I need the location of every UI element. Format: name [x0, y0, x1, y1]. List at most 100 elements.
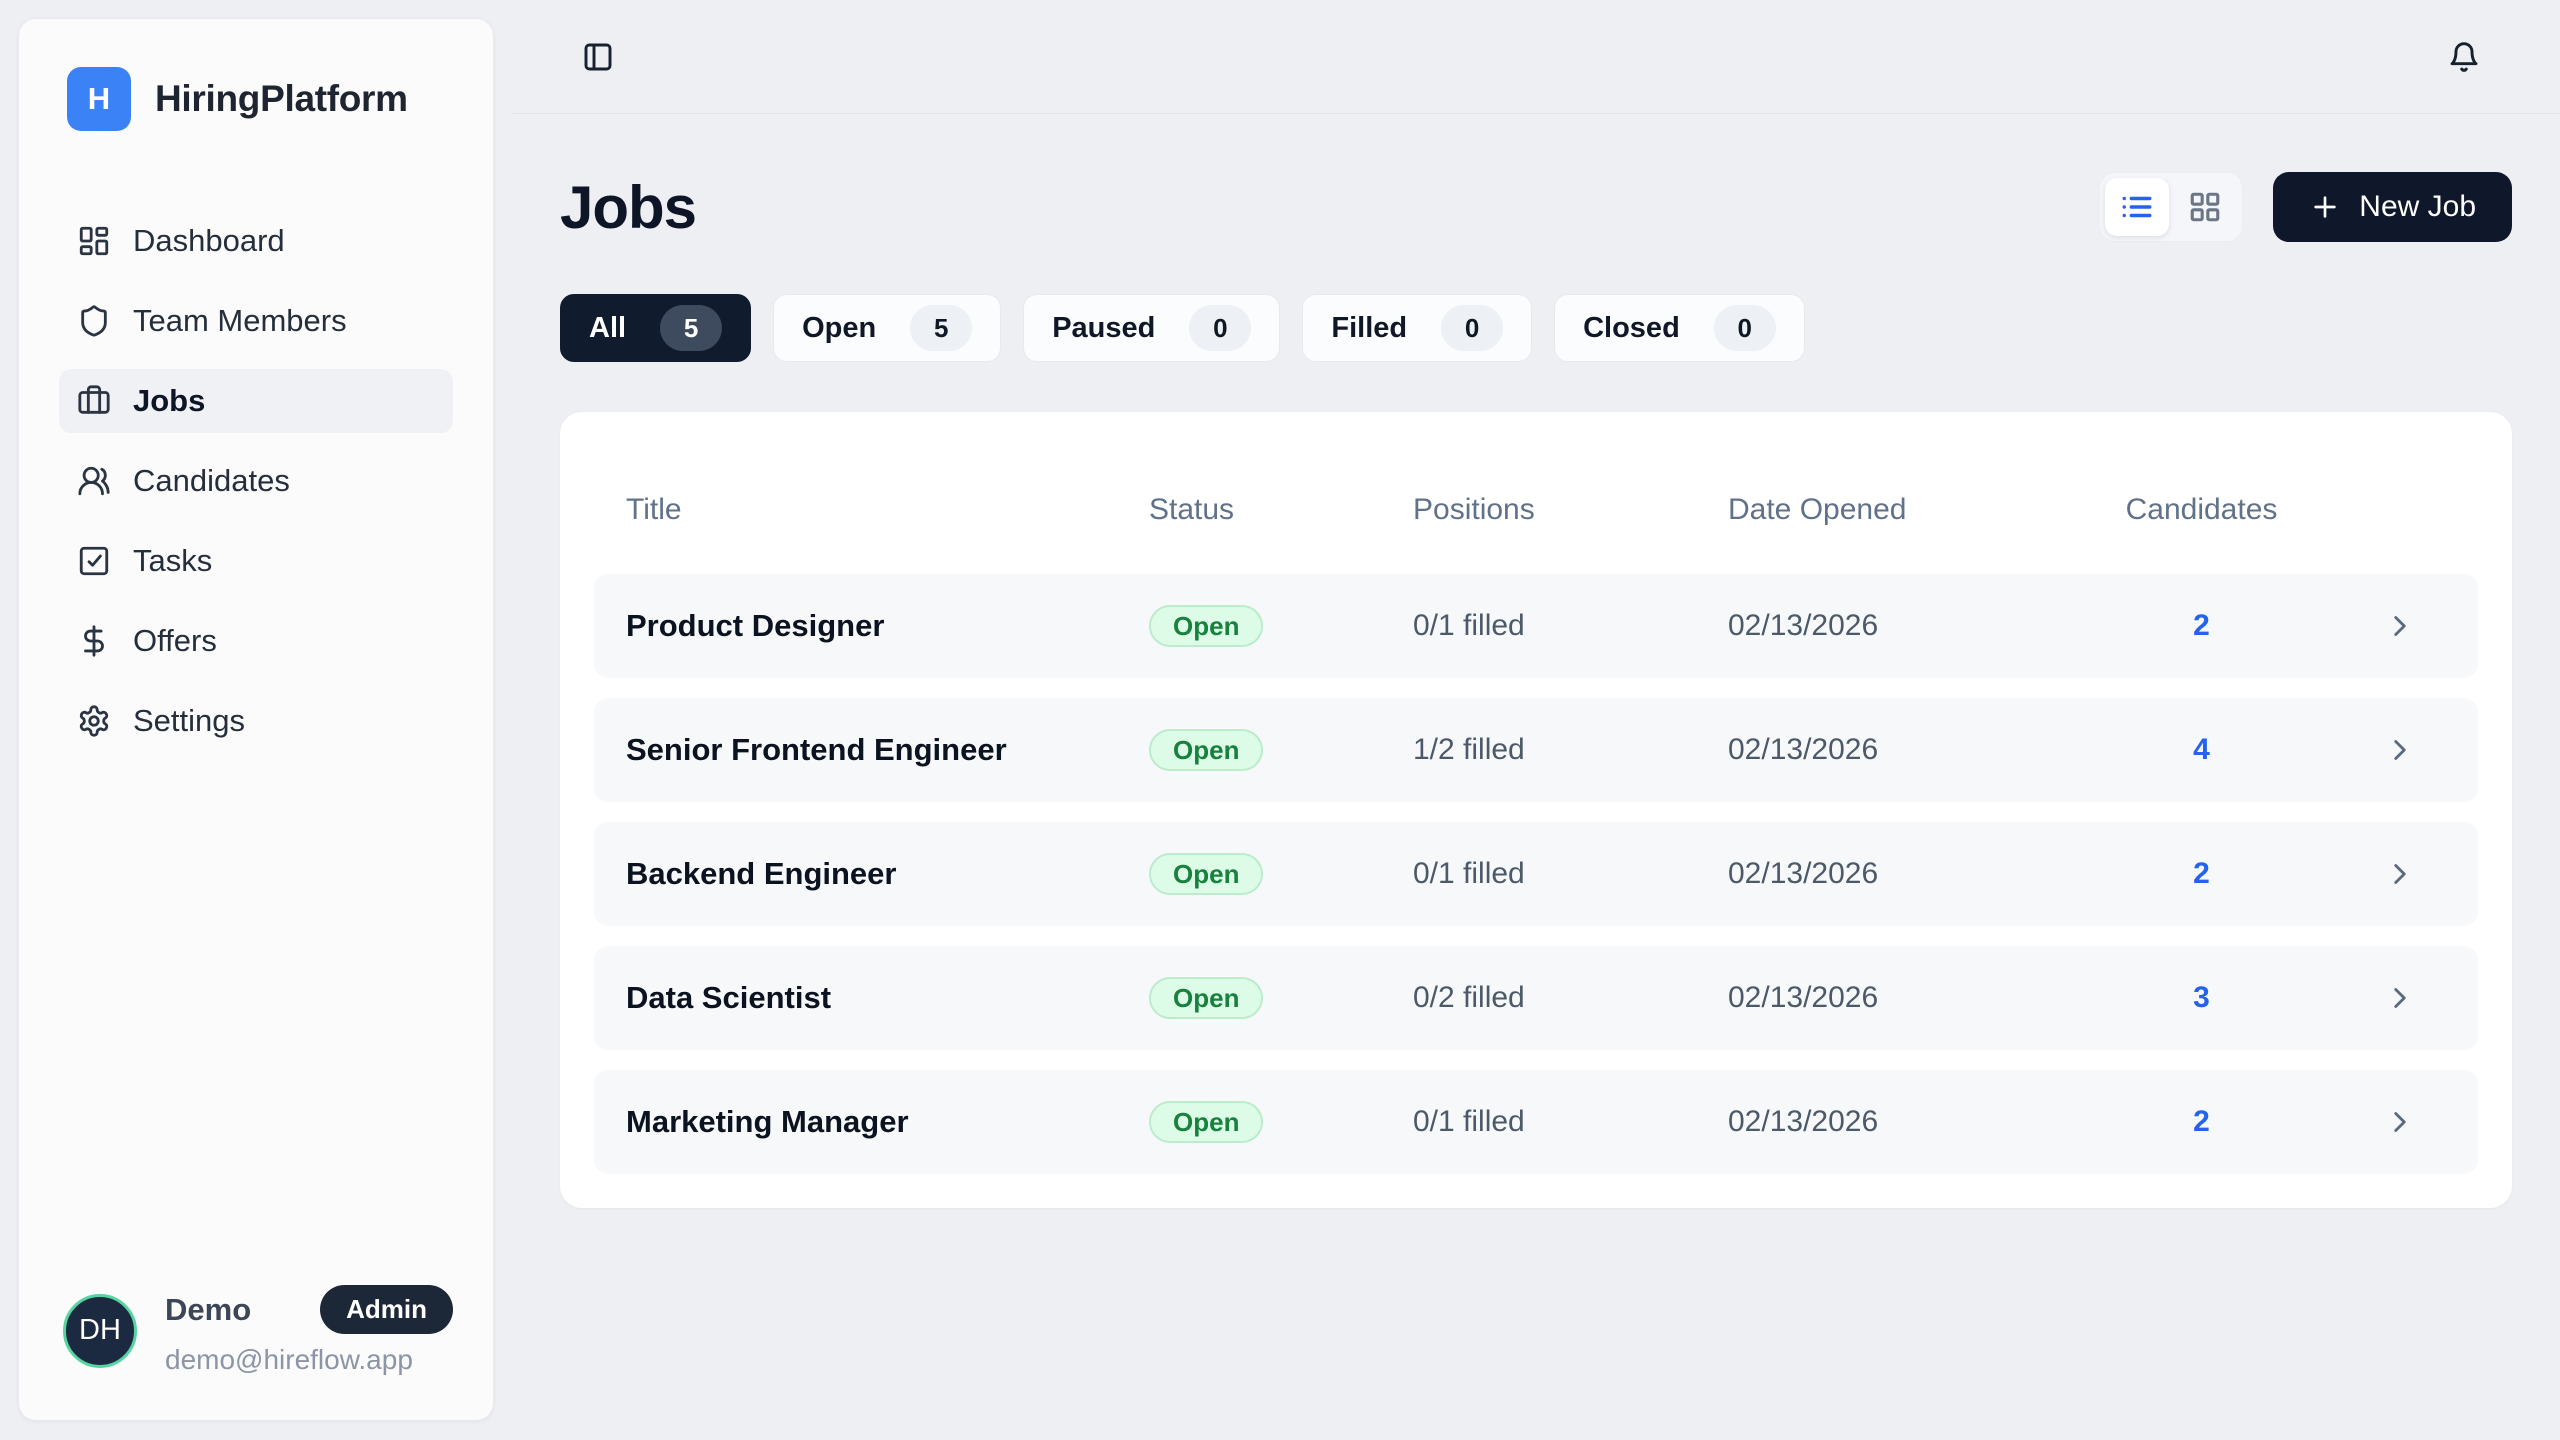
job-title: Data Scientist	[626, 980, 832, 1015]
user-name: Demo	[165, 1291, 252, 1327]
brand: H HiringPlatform	[59, 67, 453, 131]
filter-tab-filled[interactable]: Filled 0	[1302, 294, 1533, 362]
job-title: Marketing Manager	[626, 1104, 909, 1139]
positions-value: 0/1 filled	[1413, 857, 1525, 890]
grid-icon	[2188, 190, 2222, 224]
filter-count-badge: 5	[910, 305, 973, 351]
sidebar: H HiringPlatform Dashboard Team Members …	[18, 18, 494, 1421]
sidebar-item-label: Dashboard	[133, 223, 285, 258]
sidebar-item-label: Tasks	[133, 543, 213, 578]
table-row[interactable]: Data Scientist Open 0/2 filled 02/13/202…	[594, 946, 2478, 1050]
candidates-count-link[interactable]: 2	[2193, 609, 2210, 642]
sidebar-item-label: Jobs	[133, 383, 206, 418]
filter-tab-all[interactable]: All 5	[560, 294, 752, 362]
notifications-button[interactable]	[2442, 35, 2486, 79]
plus-icon	[2309, 191, 2341, 223]
brand-name: HiringPlatform	[155, 78, 408, 119]
candidates-count-link[interactable]: 2	[2193, 1105, 2210, 1138]
positions-value: 1/2 filled	[1413, 733, 1525, 766]
chevron-right-icon[interactable]	[2354, 609, 2446, 643]
briefcase-icon	[77, 384, 111, 418]
sidebar-item-dashboard[interactable]: Dashboard	[59, 209, 453, 273]
sidebar-item-jobs[interactable]: Jobs	[59, 369, 453, 433]
topbar	[512, 0, 2560, 114]
status-badge: Open	[1149, 1101, 1264, 1143]
filter-count-badge: 0	[1441, 305, 1504, 351]
positions-value: 0/1 filled	[1413, 609, 1525, 642]
table-row[interactable]: Marketing Manager Open 0/1 filled 02/13/…	[594, 1070, 2478, 1174]
status-badge: Open	[1149, 729, 1264, 771]
filter-label: Filled	[1331, 311, 1408, 344]
column-header-date-opened: Date Opened	[1728, 493, 1907, 526]
brand-logo: H	[67, 67, 131, 131]
list-icon	[2120, 190, 2154, 224]
avatar: DH	[63, 1293, 137, 1368]
column-header-status: Status	[1149, 493, 1235, 526]
main-area: Jobs	[512, 0, 2560, 1440]
bell-icon	[2448, 41, 2480, 73]
status-badge: Open	[1149, 605, 1264, 647]
filter-label: All	[589, 311, 627, 344]
date-opened-value: 02/13/2026	[1728, 733, 1879, 766]
panel-left-icon	[582, 41, 614, 73]
date-opened-value: 02/13/2026	[1728, 609, 1879, 642]
new-job-button[interactable]: New Job	[2273, 172, 2512, 242]
filter-label: Open	[802, 311, 877, 344]
sidebar-item-label: Offers	[133, 623, 217, 658]
job-title: Backend Engineer	[626, 856, 897, 891]
user-box[interactable]: DH Demo Admin demo@hireflow.app	[59, 1285, 453, 1376]
positions-value: 0/1 filled	[1413, 1105, 1525, 1138]
gear-icon	[77, 704, 111, 738]
job-title: Senior Frontend Engineer	[626, 732, 1007, 767]
sidebar-item-tasks[interactable]: Tasks	[59, 529, 453, 593]
table-row[interactable]: Product Designer Open 0/1 filled 02/13/2…	[594, 574, 2478, 678]
dollar-icon	[77, 624, 111, 658]
candidates-count-link[interactable]: 3	[2193, 981, 2210, 1014]
sidebar-item-team-members[interactable]: Team Members	[59, 289, 453, 353]
status-filter-tabs: All 5 Open 5 Paused 0 Filled 0 Closed 0	[560, 294, 2512, 362]
job-title: Product Designer	[626, 608, 885, 643]
filter-label: Paused	[1052, 311, 1156, 344]
chevron-right-icon[interactable]	[2354, 1105, 2446, 1139]
positions-value: 0/2 filled	[1413, 981, 1525, 1014]
filter-count-badge: 0	[1713, 305, 1776, 351]
dashboard-icon	[77, 224, 111, 258]
date-opened-value: 02/13/2026	[1728, 981, 1879, 1014]
sidebar-item-label: Team Members	[133, 303, 347, 338]
sidebar-item-offers[interactable]: Offers	[59, 609, 453, 673]
shield-icon	[77, 304, 111, 338]
chevron-right-icon[interactable]	[2354, 733, 2446, 767]
view-mode-toggle	[2099, 172, 2244, 242]
date-opened-value: 02/13/2026	[1728, 1105, 1879, 1138]
chevron-right-icon[interactable]	[2354, 981, 2446, 1015]
jobs-table: Title Status Positions Date Opened Candi…	[560, 412, 2512, 1208]
date-opened-value: 02/13/2026	[1728, 857, 1879, 890]
filter-tab-closed[interactable]: Closed 0	[1554, 294, 1805, 362]
square-check-icon	[77, 544, 111, 578]
status-badge: Open	[1149, 977, 1264, 1019]
filter-label: Closed	[1583, 311, 1680, 344]
table-header: Title Status Positions Date Opened Candi…	[594, 446, 2478, 574]
role-badge: Admin	[320, 1285, 453, 1334]
table-row[interactable]: Senior Frontend Engineer Open 1/2 filled…	[594, 698, 2478, 802]
sidebar-toggle-button[interactable]	[576, 35, 620, 79]
filter-count-badge: 5	[660, 305, 723, 351]
column-header-title: Title	[626, 493, 682, 526]
column-header-positions: Positions	[1413, 493, 1535, 526]
list-view-button[interactable]	[2105, 178, 2170, 236]
grid-view-button[interactable]	[2173, 178, 2237, 236]
table-row[interactable]: Backend Engineer Open 0/1 filled 02/13/2…	[594, 822, 2478, 926]
filter-tab-paused[interactable]: Paused 0	[1023, 294, 1281, 362]
sidebar-item-label: Candidates	[133, 463, 290, 498]
column-header-candidates: Candidates	[2125, 493, 2278, 526]
chevron-right-icon[interactable]	[2354, 857, 2446, 891]
sidebar-nav: Dashboard Team Members Jobs Candidates T…	[59, 209, 453, 1285]
sidebar-item-candidates[interactable]: Candidates	[59, 449, 453, 513]
candidates-count-link[interactable]: 4	[2193, 733, 2210, 766]
status-badge: Open	[1149, 853, 1264, 895]
filter-count-badge: 0	[1189, 305, 1252, 351]
sidebar-item-settings[interactable]: Settings	[59, 689, 453, 753]
candidates-count-link[interactable]: 2	[2193, 857, 2210, 890]
sidebar-item-label: Settings	[133, 703, 246, 738]
filter-tab-open[interactable]: Open 5	[773, 294, 1002, 362]
